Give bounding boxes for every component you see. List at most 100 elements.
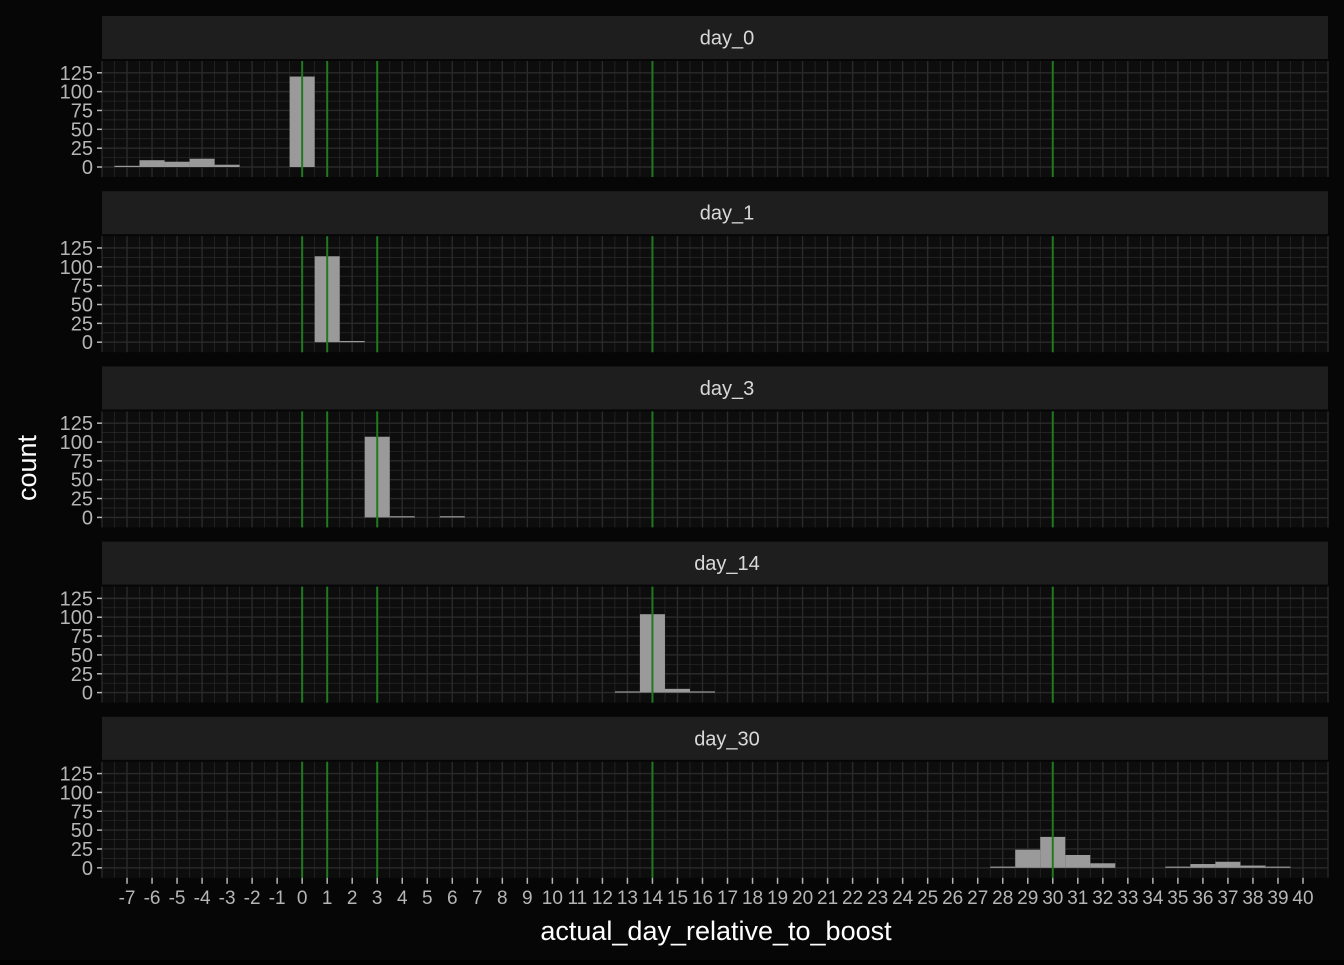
histogram-bar xyxy=(1065,854,1091,868)
x-tick-label: 14 xyxy=(642,888,664,909)
histogram-bar xyxy=(614,691,640,693)
y-tick-label: 25 xyxy=(71,489,93,511)
x-tick-label: 39 xyxy=(1267,888,1288,909)
y-axis-title: count xyxy=(12,434,42,501)
y-tick-label: 0 xyxy=(82,157,93,179)
y-tick-label: 100 xyxy=(60,782,93,804)
y-tick-label: 0 xyxy=(82,858,93,880)
y-tick-label: 75 xyxy=(71,100,93,122)
x-tick-label: 22 xyxy=(842,888,863,909)
y-tick-label: 125 xyxy=(60,764,93,786)
x-tick-label: 38 xyxy=(1242,888,1263,909)
y-tick-label: 0 xyxy=(82,683,93,705)
histogram-bar xyxy=(389,516,415,518)
x-tick-label: 25 xyxy=(917,888,938,909)
x-tick-label: -3 xyxy=(219,888,236,909)
histogram-bar xyxy=(189,158,215,167)
facet-strip-label: day_3 xyxy=(700,378,755,400)
y-tick-label: 100 xyxy=(60,82,93,104)
y-tick-label: 50 xyxy=(71,119,93,141)
histogram-bar xyxy=(164,161,190,167)
x-tick-label: 18 xyxy=(742,888,763,909)
histogram-bar xyxy=(1215,861,1241,868)
x-tick-label: -1 xyxy=(269,888,286,909)
x-tick-label: 30 xyxy=(1042,888,1063,909)
y-tick-label: 125 xyxy=(60,413,93,435)
x-tick-label: -6 xyxy=(144,888,161,909)
x-tick-label: 4 xyxy=(397,888,408,909)
y-tick-label: 0 xyxy=(82,507,93,529)
histogram-bar xyxy=(1015,849,1041,868)
x-tick-label: 33 xyxy=(1117,888,1138,909)
y-tick-label: 50 xyxy=(71,820,93,842)
histogram-bar xyxy=(990,866,1016,868)
histogram-bar xyxy=(214,164,240,167)
x-tick-label: -4 xyxy=(194,888,211,909)
facet-strip xyxy=(102,366,1328,410)
histogram-bar xyxy=(139,160,165,167)
x-tick-label: 35 xyxy=(1167,888,1188,909)
x-tick-label: -7 xyxy=(119,888,136,909)
x-tick-label: 26 xyxy=(942,888,963,909)
histogram-bar xyxy=(1165,866,1191,868)
y-tick-label: 125 xyxy=(60,63,93,85)
x-tick-label: 7 xyxy=(472,888,483,909)
x-tick-label: 8 xyxy=(497,888,508,909)
histogram-bar xyxy=(1265,866,1291,868)
x-tick-label: 28 xyxy=(992,888,1013,909)
x-tick-label: 19 xyxy=(767,888,788,909)
x-tick-label: 11 xyxy=(568,888,588,909)
histogram-bar xyxy=(114,165,140,167)
x-tick-label: 13 xyxy=(617,888,638,909)
histogram-bar xyxy=(689,691,715,693)
x-tick-label: 20 xyxy=(792,888,813,909)
histogram-bar xyxy=(339,341,365,343)
histogram-bar xyxy=(1240,865,1266,868)
x-tick-label: 1 xyxy=(322,888,333,909)
x-tick-label: 24 xyxy=(892,888,914,909)
x-tick-label: 29 xyxy=(1017,888,1038,909)
histogram-bar xyxy=(1190,864,1216,868)
y-tick-label: 50 xyxy=(71,470,93,492)
x-tick-label: 10 xyxy=(542,888,563,909)
facet-strip xyxy=(102,541,1328,585)
y-tick-label: 125 xyxy=(60,588,93,610)
x-tick-label: 31 xyxy=(1067,888,1088,909)
facet-strip-label: day_14 xyxy=(694,553,760,575)
x-tick-label: 16 xyxy=(692,888,713,909)
x-tick-label: 27 xyxy=(967,888,988,909)
x-tick-label: 21 xyxy=(817,888,838,909)
y-tick-label: 25 xyxy=(71,313,93,335)
y-tick-label: 100 xyxy=(60,607,93,629)
y-tick-label: 50 xyxy=(71,645,93,667)
x-tick-label: 40 xyxy=(1292,888,1313,909)
x-tick-label: 34 xyxy=(1142,888,1164,909)
y-tick-label: 25 xyxy=(71,839,93,861)
x-axis-title: actual_day_relative_to_boost xyxy=(540,916,892,946)
x-axis: -7 -6 -5 -4 -3 -2 -1 0 1 2 3 4 5 6 7 8 9 10 11 12 13 14 15 16 17… xyxy=(119,877,1314,909)
x-tick-label: 2 xyxy=(347,888,358,909)
y-tick-label: 75 xyxy=(71,276,93,298)
x-tick-label: 0 xyxy=(297,888,308,909)
y-tick-label: 75 xyxy=(71,626,93,648)
y-tick-label: 25 xyxy=(71,664,93,686)
facet-strip-label: day_30 xyxy=(694,728,760,750)
y-tick-label: 100 xyxy=(60,257,93,279)
facet-strip-label: day_1 xyxy=(700,203,755,225)
y-tick-label: 75 xyxy=(71,801,93,823)
x-tick-label: -2 xyxy=(244,888,261,909)
y-tick-label: 50 xyxy=(71,295,93,317)
y-tick-label: 0 xyxy=(82,332,93,354)
y-tick-label: 125 xyxy=(60,238,93,260)
facet-strip xyxy=(102,191,1328,235)
y-tick-label: 75 xyxy=(71,451,93,473)
x-tick-label: 3 xyxy=(372,888,383,909)
x-tick-label: -5 xyxy=(169,888,186,909)
